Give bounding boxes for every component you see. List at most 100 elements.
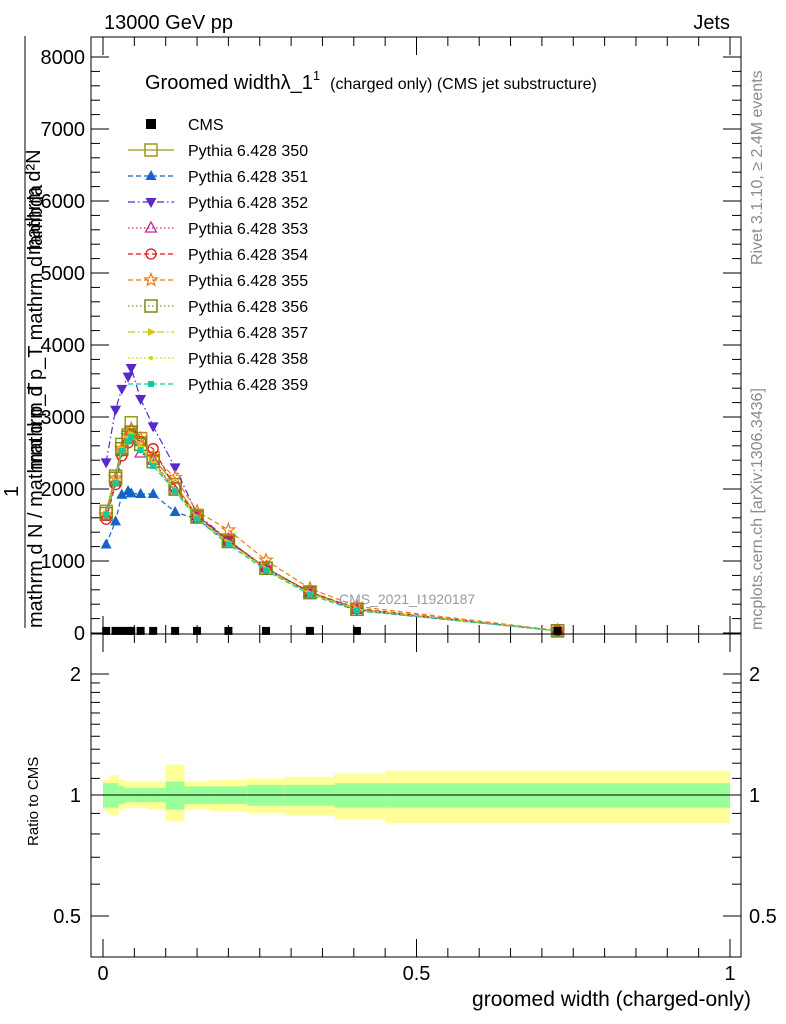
legend-label: Pythia 6.428 356: [188, 299, 308, 316]
cms-data-point: [127, 626, 136, 635]
legend-label: Pythia 6.428 351: [188, 169, 308, 186]
series-352: [100, 364, 564, 637]
data-point: [100, 538, 112, 549]
data-point: [172, 488, 179, 495]
data-point: [147, 422, 159, 433]
y-tick-label: 1000: [41, 551, 86, 573]
cms-data-point: [117, 626, 126, 635]
chart-title-main: Groomed widthλ_1: [145, 72, 313, 94]
chart-title-suffix: (charged only) (CMS jet substructure): [330, 76, 597, 93]
legend-label-cms: CMS: [188, 117, 224, 134]
ratio-y-tick-label: 2: [749, 664, 760, 686]
ratio-y-tick-label: 0.5: [749, 906, 777, 928]
data-point: [135, 488, 147, 499]
main-series: [98, 364, 566, 638]
data-point: [125, 487, 137, 498]
data-point: [148, 381, 154, 387]
ylabel-lower: mathrm d N / mathrm d p_T: [25, 382, 47, 628]
legend-label: Pythia 6.428 352: [188, 195, 308, 212]
legend-label: Pythia 6.428 354: [188, 247, 308, 264]
data-point: [353, 607, 360, 614]
cms-data-point: [149, 626, 158, 635]
data-point: [137, 447, 144, 454]
legend-label: Pythia 6.428 355: [188, 273, 308, 290]
x-tick-label: 0: [97, 963, 108, 985]
series-line: [105, 428, 558, 632]
data-point: [145, 248, 157, 260]
cms-data-point: [171, 626, 180, 635]
data-point: [116, 488, 128, 499]
cms-data-point: [352, 626, 361, 635]
data-point: [190, 510, 204, 524]
y-tick-label: 3000: [41, 407, 86, 429]
data-point: [303, 585, 317, 600]
ratio-axes: 0 0.5 1 0.5 0.5 1 1 2 2: [53, 634, 777, 985]
y-tick-label: 7000: [41, 119, 86, 141]
data-point: [144, 299, 158, 313]
ratio-y-tick-label: 1: [70, 785, 81, 807]
y-tick-label: 2000: [41, 479, 86, 501]
data-point: [220, 521, 237, 537]
legend: CMS Pythia 6.428 350 Pythia 6.428 351 Pythi…: [128, 117, 308, 394]
series-line: [105, 366, 558, 632]
data-point: [100, 458, 112, 469]
data-point: [350, 602, 364, 616]
analysis-watermark: CMS_2021_I1920187: [339, 591, 475, 607]
data-point: [258, 552, 274, 567]
data-point: [116, 384, 128, 395]
ratio-y-tick-label: 0.5: [53, 906, 81, 928]
ratio-band: [103, 764, 730, 824]
data-point: [145, 198, 157, 208]
data-point: [110, 515, 122, 526]
cms-data-point: [111, 626, 120, 635]
data-point: [149, 356, 153, 360]
ratio-band-inner: [165, 781, 185, 810]
data-point: [112, 480, 119, 487]
ratio-ylabel: Ratio to CMS: [25, 757, 42, 846]
data-point: [306, 591, 313, 598]
data-point: [110, 405, 122, 416]
data-point: [135, 395, 147, 405]
legend-label: Pythia 6.428 350: [188, 143, 308, 160]
data-point: [150, 462, 157, 469]
data-point: [122, 372, 134, 383]
ylabel-upper2: mathrm d p_T mathrm d lambda: [25, 184, 47, 470]
legend-label: Pythia 6.428 359: [188, 377, 308, 394]
data-point: [125, 438, 132, 445]
data-point: [125, 364, 137, 375]
main-ylabel: mathrm d²N mathrm d p_T mathrm d lambda …: [1, 36, 47, 628]
x-tick-label: 1: [724, 963, 735, 985]
cms-data-point: [553, 626, 562, 635]
series-353: [99, 431, 565, 636]
data-point: [263, 567, 270, 574]
legend-label: Pythia 6.428 358: [188, 351, 308, 368]
cms-data-point: [262, 626, 271, 635]
data-point: [194, 516, 201, 523]
data-point: [143, 271, 159, 287]
cms-data-point: [224, 626, 233, 635]
header-energy: 13000 GeV pp: [104, 12, 233, 34]
ratio-y-tick-label: 1: [749, 785, 760, 807]
ylabel-upper: mathrm d²N: [23, 149, 45, 255]
rivet-info: Rivet 3.1.10, ≥ 2.4M events: [749, 70, 766, 265]
legend-marker-cms: [146, 119, 156, 129]
chart-title-sup: 1: [313, 68, 320, 83]
series-354: [100, 428, 564, 637]
series-357: [103, 430, 563, 635]
x-tick-label: 0.5: [403, 963, 431, 985]
series-351: [100, 485, 564, 635]
data-point: [99, 506, 113, 521]
data-point: [225, 541, 232, 548]
data-point: [221, 534, 236, 549]
legend-label: Pythia 6.428 353: [188, 221, 308, 238]
header-category: Jets: [693, 12, 730, 34]
ratio-y-tick-label: 2: [70, 664, 81, 686]
xlabel: groomed width (charged-only): [472, 988, 751, 1011]
data-point: [132, 430, 149, 446]
data-point: [168, 482, 182, 496]
series-line: [105, 490, 558, 632]
data-point: [103, 511, 110, 518]
chart-title: Groomed widthλ_11 (charged only) (CMS jet…: [145, 68, 597, 94]
series-350: [99, 416, 565, 638]
